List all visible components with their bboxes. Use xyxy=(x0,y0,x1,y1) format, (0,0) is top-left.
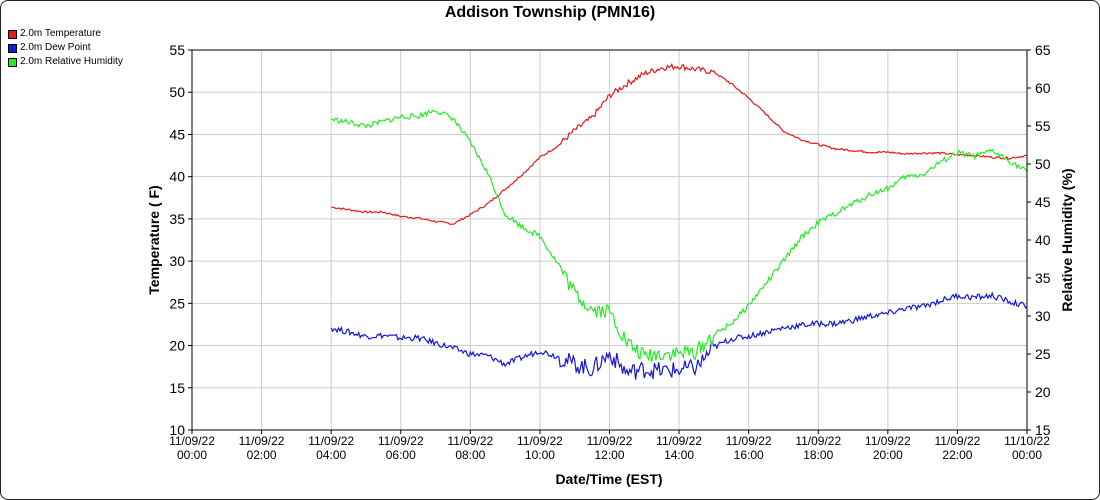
legend-label-temperature: 2.0m Temperature xyxy=(20,28,101,39)
x-tick-label-date: 11/09/22 xyxy=(656,434,702,448)
y-tick-label-right: 55 xyxy=(1035,118,1051,134)
y-tick-label-right: 30 xyxy=(1035,308,1051,324)
x-tick-label-time: 22:00 xyxy=(942,448,972,462)
x-tick-label-time: 12:00 xyxy=(594,448,624,462)
y-tick-label-left: 10 xyxy=(169,422,185,438)
y-tick-label-left: 20 xyxy=(169,338,185,354)
y-tick-label-left: 25 xyxy=(169,295,185,311)
y-tick-label-right: 35 xyxy=(1035,270,1051,286)
y-tick-label-left: 40 xyxy=(169,169,185,185)
x-tick-label-time: 08:00 xyxy=(455,448,485,462)
x-tick-label-date: 11/09/22 xyxy=(935,434,981,448)
y-tick-label-right: 50 xyxy=(1035,156,1051,172)
x-tick-label-date: 11/09/22 xyxy=(517,434,563,448)
dew-point-line xyxy=(330,291,1028,380)
x-tick-label-date: 11/09/22 xyxy=(378,434,424,448)
x-tick-label-time: 14:00 xyxy=(664,448,694,462)
x-tick-label-time: 20:00 xyxy=(873,448,903,462)
y-tick-label-right: 20 xyxy=(1035,384,1051,400)
x-axis-label: Date/Time (EST) xyxy=(555,471,662,487)
y-tick-label-left: 35 xyxy=(169,211,185,227)
x-tick-label-date: 11/09/22 xyxy=(169,434,215,448)
x-tick-label-time: 04:00 xyxy=(316,448,346,462)
x-tick-label-time: 10:00 xyxy=(525,448,555,462)
y-axis-label-right: Relative Humidity (%) xyxy=(1059,168,1075,311)
x-tick-label-time: 06:00 xyxy=(386,448,416,462)
x-tick-label-time: 00:00 xyxy=(1012,448,1042,462)
legend-swatch-relative-humidity xyxy=(8,58,17,67)
y-tick-label-right: 45 xyxy=(1035,194,1051,210)
data-series xyxy=(330,62,1028,380)
y-tick-label-right: 60 xyxy=(1035,80,1051,96)
y-tick-label-right: 65 xyxy=(1035,42,1051,58)
x-tick-label-time: 18:00 xyxy=(803,448,833,462)
y-tick-label-left: 30 xyxy=(169,253,185,269)
axis-ticks: 11/09/2200:0011/09/2202:0011/09/2204:001… xyxy=(169,42,1051,462)
x-tick-label-date: 11/10/22 xyxy=(1004,434,1050,448)
temperature-line xyxy=(331,62,1028,226)
legend-swatch-temperature xyxy=(8,30,17,39)
y-tick-label-right: 40 xyxy=(1035,232,1051,248)
x-tick-label-date: 11/09/22 xyxy=(795,434,841,448)
x-tick-label-date: 11/09/22 xyxy=(308,434,354,448)
y-axis-label-left: Temperature ( F) xyxy=(146,185,162,294)
x-tick-label-time: 02:00 xyxy=(247,448,277,462)
y-tick-label-left: 45 xyxy=(169,126,185,142)
y-tick-label-left: 50 xyxy=(169,84,185,100)
x-tick-label-date: 11/09/22 xyxy=(587,434,633,448)
y-tick-label-right: 25 xyxy=(1035,346,1051,362)
legend-swatch-dew-point xyxy=(8,44,17,53)
y-tick-label-right: 15 xyxy=(1035,422,1051,438)
x-tick-label-date: 11/09/22 xyxy=(726,434,772,448)
relative-humidity-line xyxy=(331,109,1028,363)
legend-label-relative-humidity: 2.0m Relative Humidity xyxy=(20,56,123,67)
x-tick-label-time: 00:00 xyxy=(177,448,207,462)
y-tick-label-left: 55 xyxy=(169,42,185,58)
legend-label-dew-point: 2.0m Dew Point xyxy=(20,42,91,53)
x-tick-label-date: 11/09/22 xyxy=(865,434,911,448)
x-tick-label-date: 11/09/22 xyxy=(447,434,493,448)
x-tick-label-date: 11/09/22 xyxy=(239,434,285,448)
chart-title: Addison Township (PMN16) xyxy=(444,4,656,21)
y-tick-label-left: 15 xyxy=(169,380,185,396)
x-tick-label-time: 16:00 xyxy=(734,448,764,462)
